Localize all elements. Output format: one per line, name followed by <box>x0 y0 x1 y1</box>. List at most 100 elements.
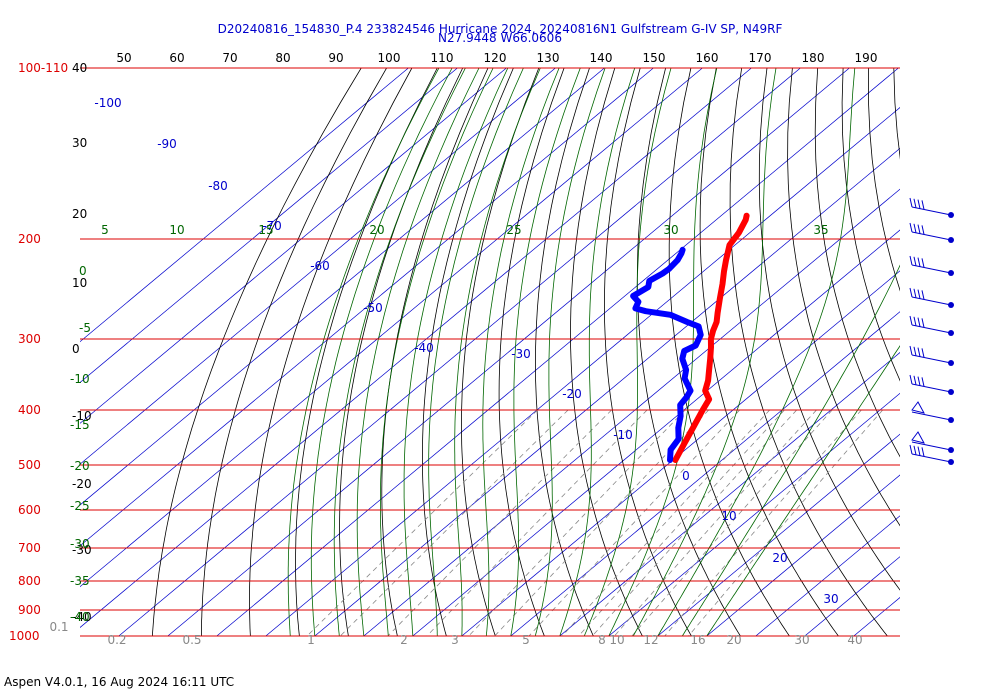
moist-adiabat-label: 25 <box>506 223 521 237</box>
theta-tick-label: 170 <box>749 51 772 65</box>
mixing-ratio-label: 0.1 <box>49 620 68 634</box>
left-scale-label: 0 <box>72 342 80 356</box>
theta-tick-label: 70 <box>222 51 237 65</box>
dry-adiabat-line <box>534 68 594 637</box>
left-scale-label: -10 <box>72 409 92 423</box>
pressure-label: 1000 <box>9 629 40 643</box>
left-scale-label: -20 <box>72 477 92 491</box>
mixing-ratio-line <box>340 409 569 637</box>
moist-adiabat-label: -5 <box>79 321 91 335</box>
dry-adiabat-line <box>814 68 900 458</box>
moist-adiabat-label: 15 <box>258 223 273 237</box>
theta-tick-label: 80 <box>275 51 290 65</box>
left-scale-label: 40 <box>72 61 87 75</box>
isotherm-line <box>80 68 654 547</box>
isotherm-line <box>80 68 409 343</box>
moist-adiabat-line <box>287 68 440 637</box>
isotherm-label: 10 <box>721 509 736 523</box>
isotherm-line <box>412 229 900 637</box>
isotherm-line <box>167 68 850 637</box>
pressure-label: 700 <box>18 541 41 555</box>
theta-tick-label: 110 <box>431 51 454 65</box>
moist-adiabat-line <box>510 68 581 637</box>
left-scale-label: 10 <box>72 276 87 290</box>
isotherm-label: -100 <box>94 96 121 110</box>
moist-adiabat-line <box>356 68 480 637</box>
wind-barb <box>909 197 954 218</box>
theta-tick-label: 150 <box>643 51 666 65</box>
wind-barb <box>909 315 954 336</box>
dry-adiabat-line <box>995 68 1000 636</box>
moist-adiabat-label: -40 <box>70 610 90 624</box>
moist-adiabat-line <box>559 68 636 637</box>
isotherm-line <box>80 68 458 383</box>
left-scale-label: -30 <box>72 543 92 557</box>
moist-adiabat-line <box>403 68 509 637</box>
dry-adiabat-line <box>604 68 692 637</box>
mixing-ratio-line <box>562 409 770 637</box>
isotherm-label: 20 <box>772 551 787 565</box>
moist-adiabat-line <box>482 68 560 637</box>
isotherm-label: -20 <box>562 387 582 401</box>
isotherm-line <box>265 107 900 637</box>
dry-adiabat-line <box>970 68 1000 636</box>
moist-adiabat-line <box>454 68 541 637</box>
dry-adiabat-line <box>381 68 489 637</box>
mixing-ratio-label: 0.2 <box>107 633 126 647</box>
mixing-ratio-label: 5 <box>522 633 530 647</box>
pressure-label: 800 <box>18 574 41 588</box>
theta-tick-label: 160 <box>696 51 719 65</box>
wind-barb <box>909 374 954 395</box>
isotherm-line <box>804 556 900 637</box>
isotherm-label: 30 <box>823 592 838 606</box>
mixing-ratio-label: 1 <box>307 633 315 647</box>
isotherm-line <box>755 515 900 637</box>
isotherm-label: -80 <box>208 179 228 193</box>
wind-barb <box>909 345 954 366</box>
diagram-grid <box>80 68 1000 637</box>
isotherm-line <box>216 68 899 637</box>
isotherm-line <box>80 68 703 588</box>
dry-adiabat-line <box>249 68 413 637</box>
moist-adiabat-line <box>310 68 453 637</box>
dry-adiabat-line <box>945 68 1000 636</box>
theta-tick-label: 190 <box>855 51 878 65</box>
isotherm-line <box>80 68 752 628</box>
moist-adiabat-label: 30 <box>663 223 678 237</box>
wind-barbs <box>909 197 954 465</box>
dry-adiabat-line <box>570 68 643 637</box>
chart-title: D20240816_154830_P.4 233824546 Hurricane… <box>217 22 783 36</box>
dry-adiabat-line <box>461 68 540 637</box>
mixing-ratio-line <box>614 409 817 637</box>
isotherm-line <box>80 68 605 506</box>
isotherm-label: -50 <box>363 301 383 315</box>
dry-adiabat-line <box>421 68 514 637</box>
isotherm-label: -30 <box>511 347 531 361</box>
dry-adiabat-line <box>729 68 888 637</box>
mixing-ratio-line <box>426 409 648 637</box>
moist-adiabat-line <box>534 68 606 637</box>
chart-subtitle-location: N27.9448 W66.0606 <box>438 31 562 45</box>
moist-adiabat-line <box>608 68 718 637</box>
mixing-ratio-label: 40 <box>847 633 862 647</box>
isotherm-line <box>559 352 900 637</box>
moist-adiabat-line <box>379 68 494 637</box>
dry-adiabat-line <box>668 68 790 637</box>
isotherm-line <box>903 68 1000 636</box>
isotherm-line <box>80 68 556 465</box>
isotherm-label: -10 <box>613 428 633 442</box>
wind-barb <box>909 222 954 243</box>
moist-adiabat-label: 20 <box>369 223 384 237</box>
isotherm-line <box>510 311 900 637</box>
theta-tick-label: 140 <box>590 51 613 65</box>
moist-adiabat-label: 0 <box>79 264 87 278</box>
software-footer: Aspen V4.0.1, 16 Aug 2024 16:11 UTC <box>4 675 235 689</box>
left-scale-label: 30 <box>72 136 87 150</box>
isotherm-label: -40 <box>414 341 434 355</box>
isotherm-label: -70 <box>262 219 282 233</box>
isotherm-label: 0 <box>682 469 690 483</box>
moist-adiabat-label: -10 <box>70 372 90 386</box>
theta-tick-label: 90 <box>328 51 343 65</box>
